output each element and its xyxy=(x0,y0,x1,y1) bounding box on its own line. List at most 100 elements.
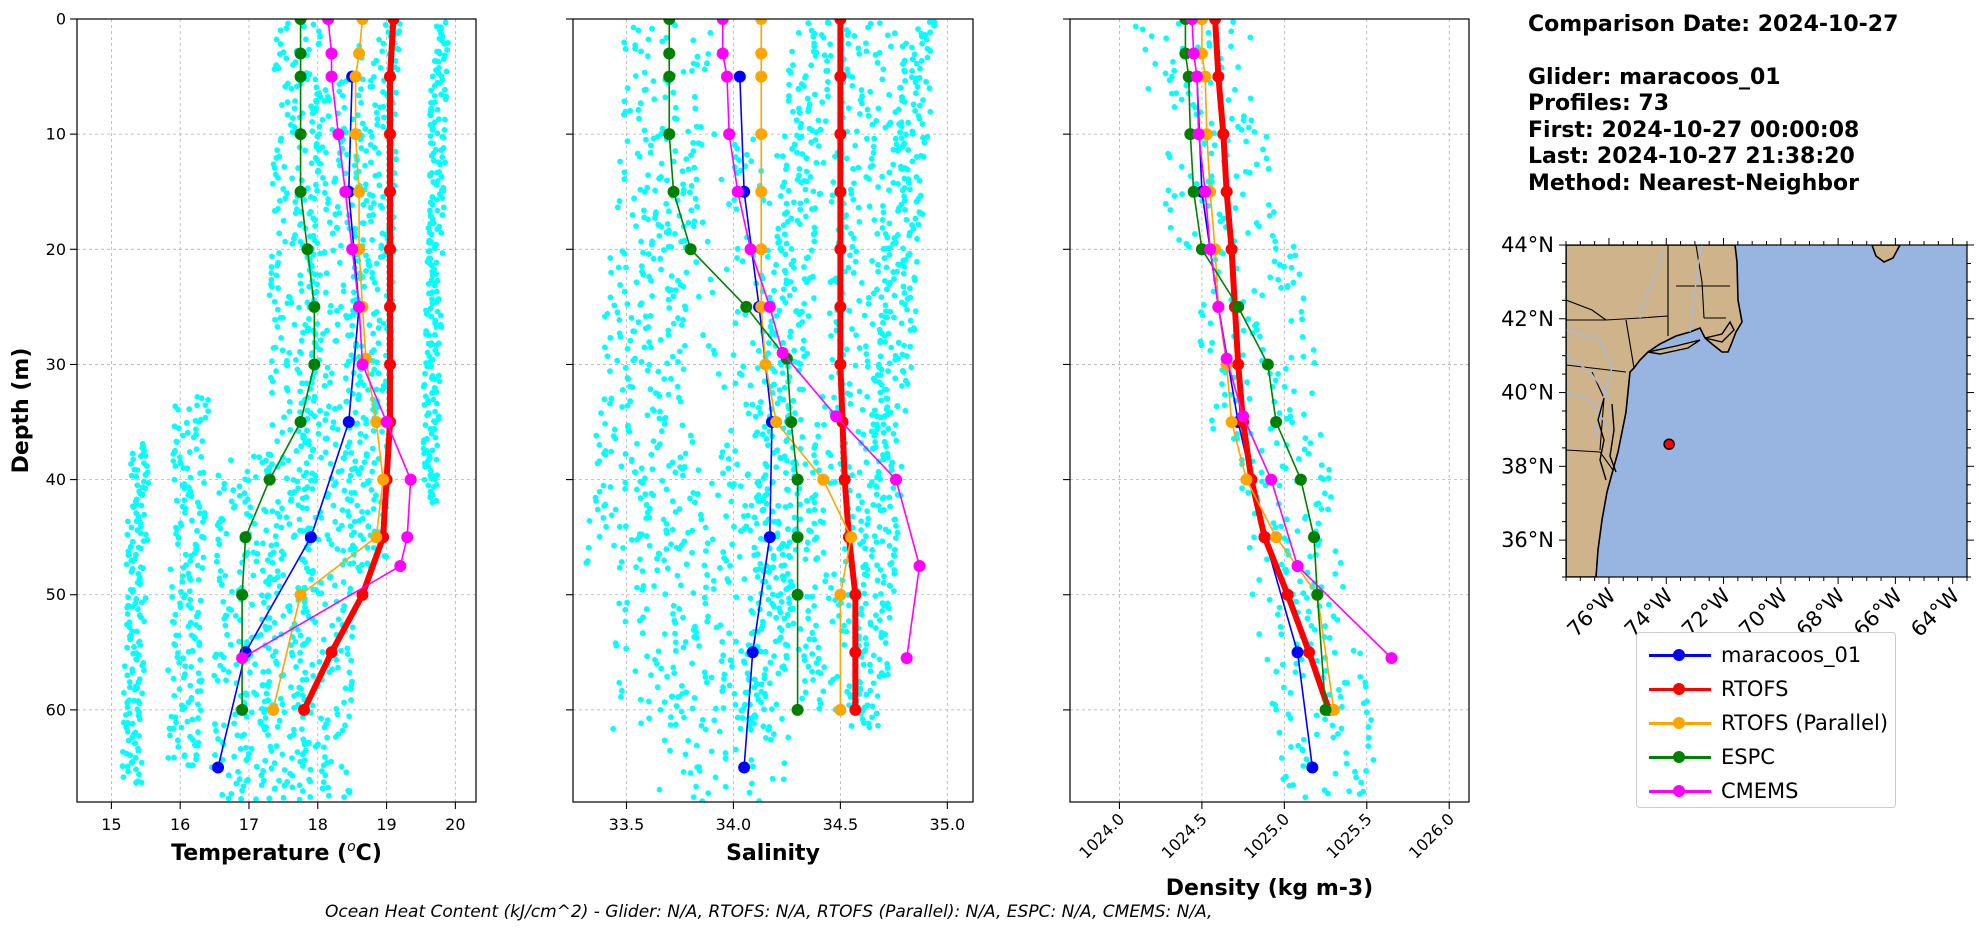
raw-point xyxy=(815,655,822,662)
raw-point xyxy=(919,40,925,47)
raw-point xyxy=(346,387,352,394)
raw-point xyxy=(293,664,299,670)
raw-point xyxy=(178,588,184,595)
raw-point xyxy=(863,48,870,55)
raw-point xyxy=(810,188,817,195)
raw-point xyxy=(728,427,735,434)
raw-point xyxy=(767,736,774,743)
raw-point xyxy=(663,486,670,493)
raw-point xyxy=(172,611,179,618)
raw-point xyxy=(298,337,305,344)
raw-point xyxy=(299,677,306,683)
raw-point xyxy=(1276,604,1283,611)
raw-point xyxy=(671,230,678,237)
raw-point xyxy=(295,485,302,492)
series-marker xyxy=(370,531,383,544)
series-marker xyxy=(1187,47,1200,60)
raw-point xyxy=(629,212,636,218)
raw-point xyxy=(1334,616,1341,623)
raw-point xyxy=(593,432,600,439)
raw-point xyxy=(253,691,260,698)
raw-point xyxy=(672,469,679,476)
raw-point xyxy=(1273,706,1280,713)
legend-label: CMEMS xyxy=(1721,779,1799,803)
raw-point xyxy=(891,292,898,299)
raw-point xyxy=(176,454,183,461)
raw-point xyxy=(862,635,869,641)
raw-point xyxy=(733,594,740,601)
raw-point xyxy=(1265,165,1272,172)
raw-point xyxy=(314,133,321,140)
raw-point xyxy=(307,208,314,215)
raw-point xyxy=(763,435,770,442)
raw-point xyxy=(857,97,864,103)
raw-point xyxy=(677,282,684,288)
raw-point xyxy=(348,490,355,496)
raw-point xyxy=(421,381,428,388)
raw-point xyxy=(284,387,291,394)
raw-point xyxy=(179,706,186,713)
raw-point xyxy=(1208,417,1215,424)
raw-point xyxy=(1274,611,1281,618)
legend-item: RTOFS (Parallel) xyxy=(1637,706,1895,740)
raw-point xyxy=(289,240,296,247)
raw-point xyxy=(1251,287,1258,294)
raw-point xyxy=(326,574,333,581)
raw-point xyxy=(920,97,926,103)
raw-point xyxy=(312,472,319,479)
raw-point xyxy=(185,699,192,706)
raw-point xyxy=(1238,126,1245,133)
raw-point xyxy=(749,401,756,408)
raw-point xyxy=(622,523,629,530)
raw-point xyxy=(750,340,756,346)
raw-point xyxy=(1322,623,1328,629)
raw-point xyxy=(265,581,272,587)
raw-point xyxy=(799,695,806,702)
raw-point xyxy=(349,678,355,685)
raw-point xyxy=(843,155,850,162)
raw-point xyxy=(1279,661,1286,668)
raw-point xyxy=(1318,506,1325,512)
raw-point xyxy=(196,503,203,510)
raw-point xyxy=(314,187,320,194)
raw-point xyxy=(363,252,369,259)
raw-point xyxy=(133,766,139,773)
raw-point xyxy=(1343,760,1350,767)
raw-point xyxy=(1294,528,1301,535)
raw-point xyxy=(701,669,708,676)
raw-point xyxy=(278,524,285,531)
raw-point xyxy=(323,270,330,277)
raw-point xyxy=(230,504,237,511)
raw-point xyxy=(428,313,435,320)
raw-point xyxy=(136,771,142,778)
raw-point xyxy=(349,633,355,640)
raw-point xyxy=(1207,320,1214,327)
raw-point xyxy=(274,438,281,445)
raw-point xyxy=(801,678,808,684)
raw-point xyxy=(783,166,789,173)
raw-point xyxy=(1332,548,1339,555)
raw-point xyxy=(139,599,145,606)
raw-point xyxy=(434,207,441,214)
raw-point xyxy=(747,595,754,602)
raw-point xyxy=(1299,334,1306,340)
series-marker xyxy=(339,185,352,198)
raw-point xyxy=(621,176,628,182)
raw-point xyxy=(650,135,657,142)
raw-point xyxy=(775,520,782,527)
raw-point xyxy=(662,591,669,598)
raw-point xyxy=(1276,729,1283,736)
series-marker xyxy=(380,416,393,429)
raw-point xyxy=(357,532,364,539)
raw-point xyxy=(903,216,910,223)
raw-point xyxy=(1315,520,1322,527)
series-marker xyxy=(356,588,369,601)
series-marker xyxy=(1192,128,1205,141)
raw-point xyxy=(757,560,764,567)
raw-point xyxy=(801,300,808,307)
raw-point xyxy=(434,350,441,357)
raw-point xyxy=(789,582,796,589)
raw-point xyxy=(197,597,204,604)
raw-point xyxy=(434,442,441,449)
raw-point xyxy=(173,439,180,445)
